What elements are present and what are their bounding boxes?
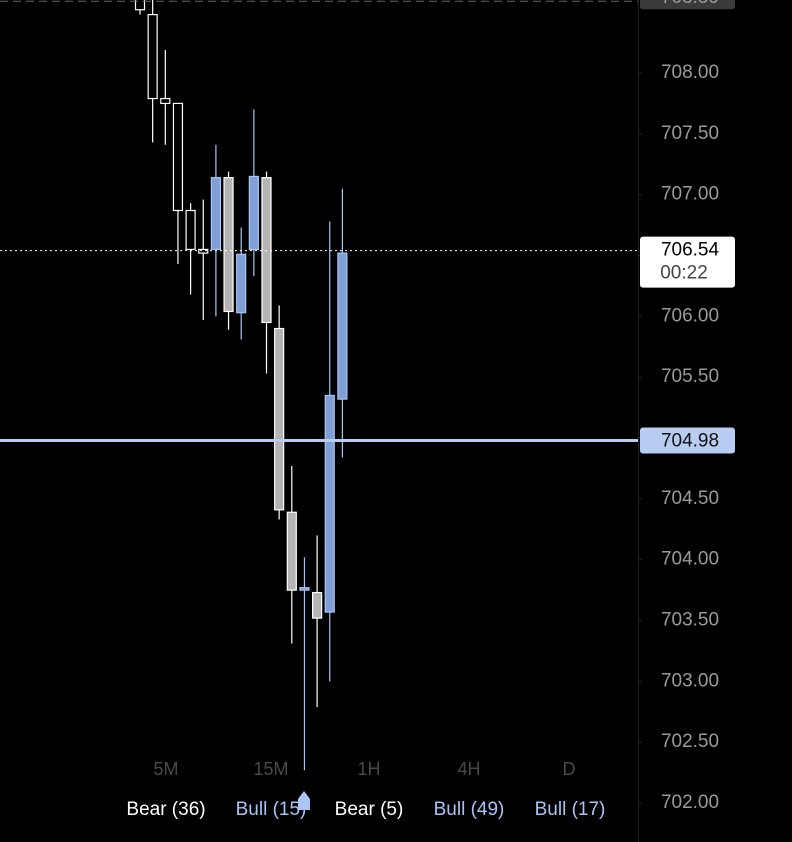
y-tick-label: 703.50 bbox=[661, 610, 719, 631]
price-label: 708.59 bbox=[661, 0, 719, 8]
timeframe-label[interactable]: 5M bbox=[153, 759, 178, 779]
price-label-box bbox=[640, 0, 735, 10]
y-tick-label: 704.00 bbox=[661, 549, 719, 570]
marker-icon bbox=[298, 791, 310, 810]
timeframe-label[interactable]: 4H bbox=[457, 759, 480, 779]
price-label: 706.54 bbox=[661, 240, 720, 261]
candle-body bbox=[223, 177, 234, 313]
candle-body bbox=[185, 209, 196, 251]
candle-body bbox=[312, 591, 323, 619]
candle-body bbox=[324, 394, 335, 613]
y-tick-label: 705.50 bbox=[661, 366, 719, 387]
candle-body bbox=[236, 253, 247, 314]
y-tick-label: 703.00 bbox=[661, 670, 719, 691]
countdown-label: 00:22 bbox=[660, 263, 708, 284]
price-label: 704.98 bbox=[661, 430, 719, 451]
y-tick-label: 708.00 bbox=[661, 62, 719, 83]
candle-body bbox=[274, 327, 285, 511]
y-tick-label: 707.50 bbox=[661, 123, 719, 144]
price-label-box bbox=[640, 236, 735, 288]
candle-body bbox=[172, 102, 184, 212]
candle-body bbox=[210, 177, 221, 251]
timeframe-label[interactable]: 1H bbox=[357, 759, 380, 779]
timeframe-label[interactable]: D bbox=[563, 759, 576, 779]
candle-body bbox=[134, 0, 146, 11]
timeframe-signal[interactable]: Bull (15) bbox=[236, 799, 307, 820]
y-tick-label: 707.00 bbox=[661, 184, 719, 205]
candle-body bbox=[286, 511, 297, 591]
candle-body bbox=[299, 587, 310, 591]
y-tick-label: 704.50 bbox=[661, 488, 719, 509]
candle-body bbox=[337, 252, 348, 400]
y-tick-label: 702.50 bbox=[661, 731, 719, 752]
candle-body bbox=[248, 175, 259, 251]
timeframe-signal[interactable]: Bear (36) bbox=[126, 799, 205, 820]
timeframe-signal[interactable]: Bull (17) bbox=[535, 799, 606, 820]
candle-body bbox=[147, 14, 158, 100]
price-label-box bbox=[640, 427, 735, 454]
candle-body bbox=[160, 97, 171, 105]
candle-body bbox=[261, 177, 272, 324]
candle-body bbox=[198, 248, 209, 254]
timeframe-signal[interactable]: Bull (49) bbox=[434, 799, 505, 820]
timeframe-label[interactable]: 15M bbox=[253, 759, 288, 779]
y-tick-label: 702.00 bbox=[661, 792, 719, 813]
y-tick-label: 706.00 bbox=[661, 305, 719, 326]
timeframe-signal[interactable]: Bear (5) bbox=[335, 799, 404, 820]
